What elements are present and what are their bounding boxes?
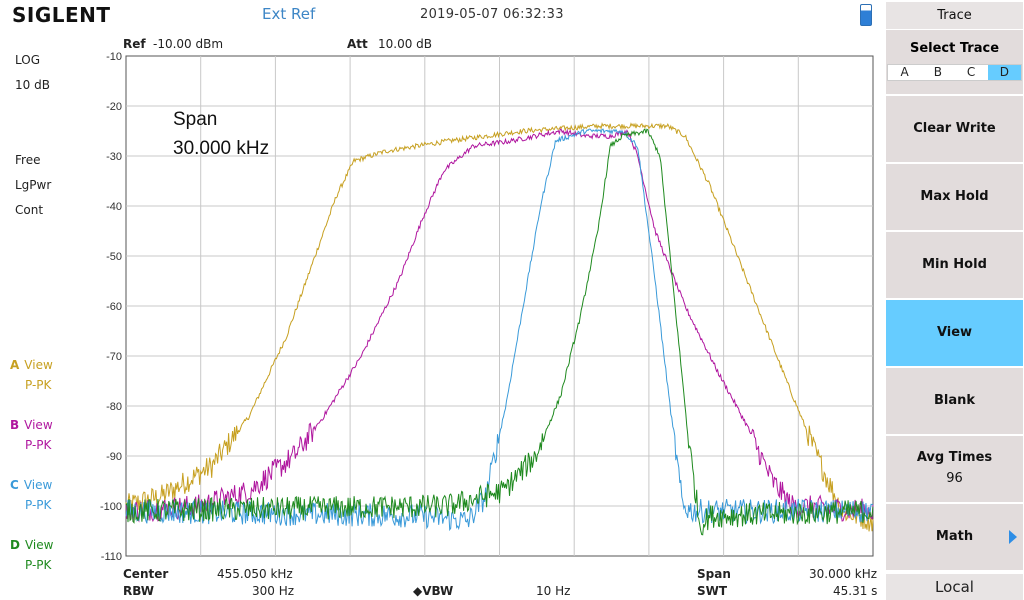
trace-option-a[interactable]: A xyxy=(900,65,909,79)
y-tick-label: -100 xyxy=(100,501,122,513)
att-label: Att xyxy=(347,37,368,51)
blank-button[interactable]: Blank xyxy=(886,368,1023,436)
swt-value: 45.31 s xyxy=(833,584,878,598)
center-value: 455.050 kHz xyxy=(217,567,293,581)
y-tick-label: -110 xyxy=(101,551,122,563)
swt-label: SWT xyxy=(697,584,728,598)
trace-option-b[interactable]: B xyxy=(933,65,942,79)
y-tick-label: -40 xyxy=(106,201,122,213)
min-hold-button-label: Min Hold xyxy=(922,257,987,272)
y-tick-label: -20 xyxy=(106,101,122,113)
span-annotation-line2: 30.000 kHz xyxy=(173,138,269,159)
max-hold-button-label: Max Hold xyxy=(920,189,989,204)
rbw-value: 300 Hz xyxy=(252,584,295,598)
trace-b-line xyxy=(125,128,874,523)
att-value: 10.00 dB xyxy=(378,37,433,51)
span-annotation-line1: Span xyxy=(173,109,217,130)
ext-ref-indicator: Ext Ref xyxy=(262,5,316,23)
plot-grid xyxy=(125,55,874,557)
math-button-label: Math xyxy=(935,529,974,544)
clear-write-button[interactable]: Clear Write xyxy=(886,96,1023,164)
y-tick-label: -50 xyxy=(106,251,122,263)
center-label: Center xyxy=(123,567,169,581)
brand-logo: SIGLENT xyxy=(12,3,111,27)
vbw-value: 10 Hz xyxy=(536,584,571,598)
scale-div: 10 dB xyxy=(15,78,50,92)
math-button[interactable]: Math xyxy=(886,504,1023,572)
trace-b-label: B View xyxy=(10,418,53,432)
max-hold-button[interactable]: Max Hold xyxy=(886,164,1023,232)
trace-selector: A B C D xyxy=(887,64,1022,81)
top-bar: SIGLENT Ext Ref 2019-05-07 06:32:33 xyxy=(0,0,884,30)
rbw-label: RBW xyxy=(123,584,154,598)
vbw-label: ◆VBW xyxy=(413,584,454,598)
y-tick-labels: -10 -20 -30 -40 -50 -60 -70 -80 -90 -100 -110 xyxy=(100,51,122,563)
span-label: Span xyxy=(697,567,731,581)
trace-d-detector: P-PK xyxy=(25,558,52,572)
menu-title: Trace xyxy=(886,2,1023,29)
select-trace-button[interactable]: Select Trace A B C D xyxy=(886,30,1023,94)
datetime: 2019-05-07 06:32:33 xyxy=(420,7,564,22)
sweep-mode: Cont xyxy=(15,203,44,217)
trace-c-detector: P-PK xyxy=(25,498,52,512)
avg-times-button[interactable]: Avg Times 96 xyxy=(886,436,1023,504)
usb-icon xyxy=(860,4,872,26)
y-tick-label: -30 xyxy=(106,151,122,163)
trace-b-detector: P-PK xyxy=(25,438,52,452)
view-button[interactable]: View xyxy=(886,300,1023,368)
ref-value: -10.00 dBm xyxy=(153,37,224,51)
softkey-panel: Trace Select Trace A B C D Clear Write Ma… xyxy=(884,0,1024,600)
trace-d-label: D View xyxy=(10,538,54,552)
sweep-trigger: Free xyxy=(15,153,41,167)
select-trace-label: Select Trace xyxy=(909,41,1000,56)
avg-times-button-value: 96 xyxy=(946,471,963,486)
avg-type: LgPwr xyxy=(15,178,52,192)
view-button-label: View xyxy=(936,325,973,340)
y-tick-label: -90 xyxy=(106,451,122,463)
spectrum-plot: -10 -20 -30 -40 -50 -60 -70 -80 -90 -100 -110 Span… xyxy=(100,51,874,563)
submenu-arrow-icon xyxy=(1009,530,1017,544)
trace-lines xyxy=(125,122,874,536)
y-tick-label: -60 xyxy=(106,301,122,313)
scale-type: LOG xyxy=(15,53,41,67)
ref-label: Ref xyxy=(123,37,146,51)
y-tick-label: -80 xyxy=(106,401,122,413)
avg-times-button-label: Avg Times xyxy=(916,450,993,465)
trace-a-line xyxy=(125,122,874,532)
trace-option-c[interactable]: C xyxy=(966,65,976,79)
y-tick-label: -70 xyxy=(106,351,122,363)
trace-d-line xyxy=(125,128,874,536)
trace-c-label: C View xyxy=(10,478,53,492)
local-button[interactable]: Local xyxy=(886,574,1023,600)
y-tick-label: -10 xyxy=(106,51,122,63)
trace-a-label: A View xyxy=(10,358,53,372)
blank-button-label: Blank xyxy=(933,393,976,408)
span-value: 30.000 kHz xyxy=(809,567,878,581)
trace-option-d[interactable]: D xyxy=(987,65,1021,80)
trace-a-detector: P-PK xyxy=(25,378,52,392)
clear-write-button-label: Clear Write xyxy=(913,121,996,136)
min-hold-button[interactable]: Min Hold xyxy=(886,232,1023,300)
